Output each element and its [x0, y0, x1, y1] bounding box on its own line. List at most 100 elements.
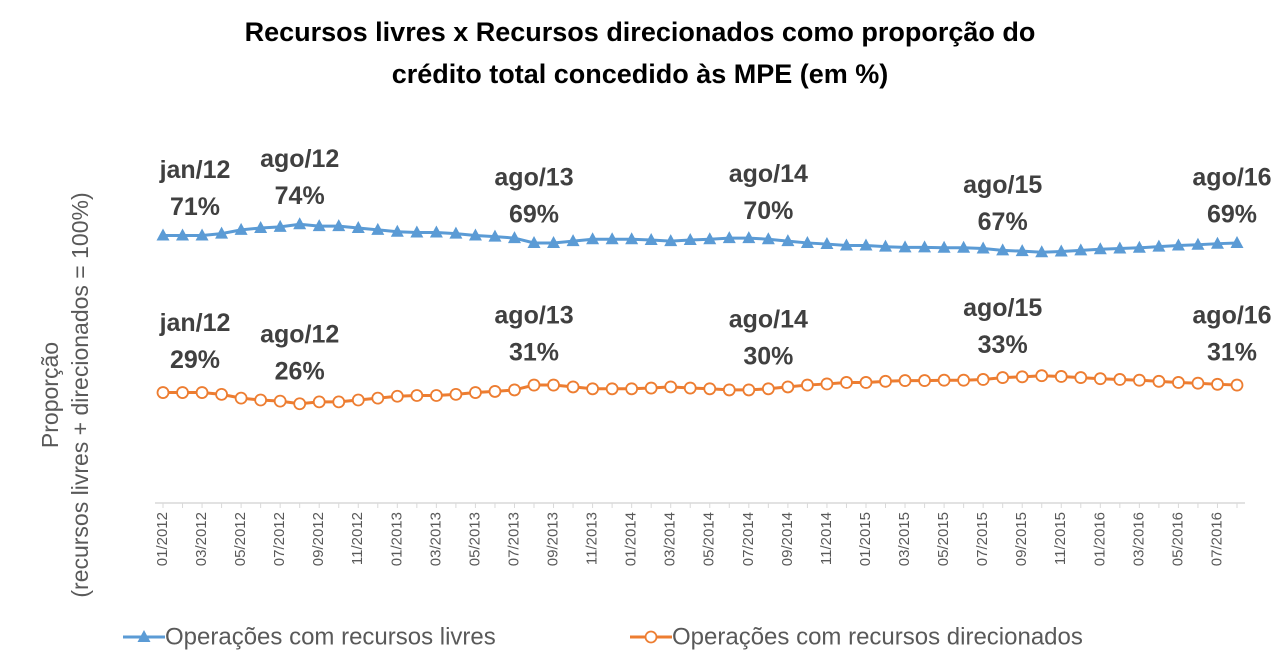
annotation-date: ago/12	[260, 320, 339, 348]
x-tick-label: 05/2015	[935, 512, 952, 566]
data-label: 31%	[1207, 339, 1257, 367]
point	[508, 383, 521, 397]
annotation-date: ago/14	[729, 305, 808, 333]
point	[976, 241, 990, 254]
y-axis-label: (recursos livres + direcionados = 100%)	[67, 192, 93, 597]
annotation-date: ago/13	[494, 164, 573, 192]
point	[293, 397, 307, 411]
point	[273, 394, 287, 408]
x-tick-label: 01/2012	[154, 512, 171, 566]
point	[371, 222, 385, 235]
point	[176, 386, 189, 399]
x-tick-label: 09/2014	[779, 512, 796, 566]
point	[1093, 372, 1107, 386]
point	[918, 374, 931, 387]
point	[976, 373, 990, 386]
point	[566, 234, 580, 247]
point	[390, 389, 404, 403]
x-tick-label: 03/2016	[1130, 512, 1147, 566]
point	[410, 389, 424, 402]
point	[351, 393, 365, 407]
point	[820, 377, 834, 391]
point	[683, 381, 697, 395]
point	[468, 228, 482, 241]
point	[1191, 237, 1205, 250]
point	[449, 226, 463, 239]
x-tick-label: 03/2015	[896, 512, 913, 566]
point	[566, 380, 580, 394]
x-tick-label: 11/2013	[584, 512, 601, 565]
point	[586, 232, 600, 245]
x-tick-label: 01/2016	[1091, 512, 1108, 566]
x-tick-label: 07/2016	[1208, 512, 1225, 566]
point	[879, 374, 892, 388]
point	[507, 231, 521, 244]
data-label: 33%	[978, 331, 1028, 359]
point	[1074, 371, 1088, 384]
point	[1113, 373, 1127, 386]
point	[879, 239, 893, 252]
point	[644, 381, 658, 395]
point	[547, 235, 561, 248]
x-tick-label: 01/2014	[623, 512, 640, 566]
annotation-date: ago/16	[1192, 164, 1271, 192]
point	[1210, 236, 1224, 249]
annotation-date: jan/12	[159, 309, 231, 337]
point	[703, 382, 717, 396]
x-tick-label: 09/2015	[1013, 512, 1030, 566]
point	[449, 388, 463, 401]
data-label: 67%	[978, 208, 1028, 236]
point	[898, 240, 912, 253]
x-tick-label: 07/2013	[505, 512, 522, 566]
data-label: 26%	[275, 357, 325, 385]
point	[1015, 370, 1029, 384]
x-tick-label: 07/2012	[271, 512, 288, 566]
legend-marker	[137, 630, 151, 642]
point	[156, 228, 170, 241]
point	[254, 393, 268, 407]
point	[1074, 243, 1088, 256]
annotation-date: ago/15	[963, 171, 1042, 199]
x-tick-label: 07/2015	[974, 512, 991, 566]
point	[488, 385, 502, 398]
point	[937, 373, 951, 387]
point	[1132, 373, 1146, 387]
point	[703, 232, 717, 245]
legend-marker	[644, 630, 658, 644]
point	[742, 383, 756, 397]
point	[429, 389, 443, 402]
point	[937, 240, 951, 253]
x-tick-label: 01/2013	[388, 512, 405, 566]
point	[625, 382, 639, 396]
annotation-date: ago/15	[963, 294, 1042, 322]
point	[586, 382, 599, 396]
point	[488, 229, 502, 242]
point	[996, 371, 1010, 384]
point	[859, 238, 873, 251]
point	[957, 240, 971, 253]
point	[1191, 376, 1205, 390]
x-tick-label: 05/2014	[701, 512, 718, 566]
x-tick-label: 07/2014	[740, 512, 757, 566]
legend-label: Operações com recursos livres	[165, 623, 496, 650]
annotation-date: ago/14	[729, 160, 808, 188]
legend-label: Operações com recursos direcionados	[672, 623, 1083, 650]
point	[176, 228, 190, 241]
point	[156, 386, 170, 399]
point	[1172, 376, 1185, 389]
point	[761, 232, 775, 245]
point	[390, 224, 404, 237]
point	[820, 237, 834, 250]
chart-title: crédito total concedido às MPE (em %)	[392, 59, 889, 89]
point	[605, 232, 619, 245]
point	[1171, 238, 1185, 251]
data-label: 31%	[509, 339, 559, 367]
point	[781, 234, 795, 247]
point	[1152, 374, 1166, 388]
point	[1211, 377, 1224, 391]
x-tick-label: 05/2016	[1169, 512, 1186, 566]
point	[527, 235, 541, 248]
point	[761, 382, 775, 396]
point	[273, 219, 287, 232]
point	[234, 222, 248, 235]
